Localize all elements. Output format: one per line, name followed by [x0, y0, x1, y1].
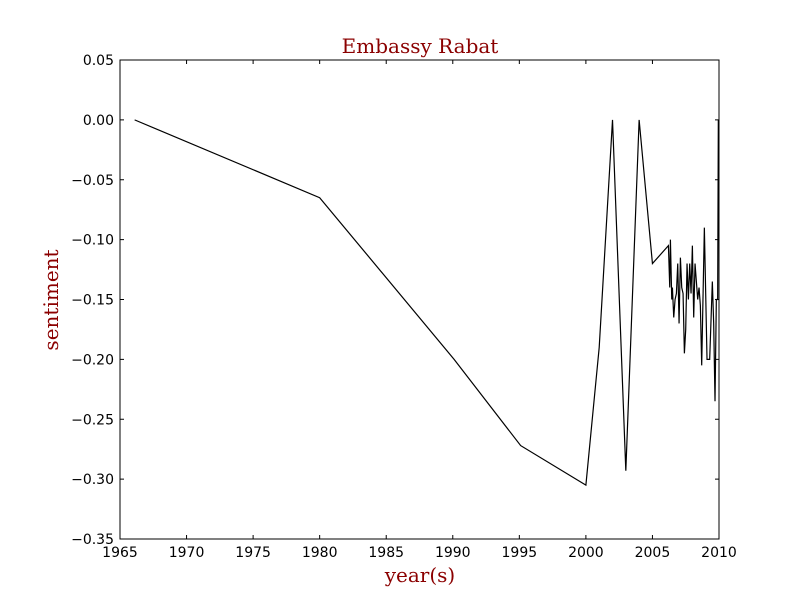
- y-tick-label: 0.05: [83, 53, 114, 69]
- y-tick-label: −0.30: [71, 472, 114, 488]
- x-tick-label: 1995: [502, 545, 538, 561]
- x-tick-label: 1975: [235, 545, 271, 561]
- x-tick-label: 1970: [169, 545, 205, 561]
- x-tick-label: 2010: [701, 545, 737, 561]
- x-tick-label: 1980: [302, 545, 338, 561]
- x-axis-label: year(s): [384, 563, 456, 587]
- y-tick-label: −0.15: [71, 293, 114, 309]
- plot-area-frame: [119, 59, 720, 540]
- series-line-0: [134, 119, 719, 487]
- x-tick-label: 2000: [568, 545, 604, 561]
- x-tick-label: 1985: [368, 545, 404, 561]
- chart-title: Embassy Rabat: [342, 34, 499, 58]
- x-axis: 1965 1970 1975 1980 1985 1990 1995 2000 2005 2010: [102, 60, 737, 561]
- y-tick-label: −0.05: [71, 173, 114, 189]
- y-tick-label: −0.25: [71, 412, 114, 428]
- x-tick-label: 2005: [635, 545, 671, 561]
- x-tick-label: 1990: [435, 545, 471, 561]
- x-tick-label: 1965: [102, 545, 138, 561]
- y-tick-label: −0.20: [71, 352, 114, 368]
- y-tick-label: −0.10: [71, 233, 114, 249]
- y-axis-label: sentiment: [39, 249, 63, 350]
- y-axis: 0.05 0.00 −0.05 −0.10 −0.15 −0.20 −0.25 −0.30 −0…: [71, 53, 719, 548]
- y-tick-label: 0.00: [83, 113, 114, 129]
- y-tick-label: −0.35: [71, 532, 114, 548]
